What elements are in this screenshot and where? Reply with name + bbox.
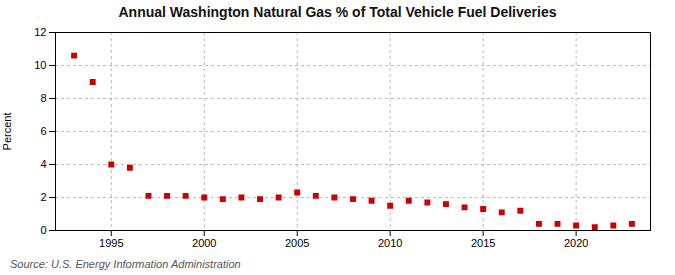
svg-text:10: 10 bbox=[34, 59, 46, 71]
svg-text:6: 6 bbox=[40, 125, 46, 137]
svg-text:8: 8 bbox=[40, 92, 46, 104]
html-text:Annual Washington Natural Gas: Annual Washington Natural Gas % of Total… bbox=[118, 4, 557, 20]
svg-text:4: 4 bbox=[40, 158, 46, 170]
svg-text:2000: 2000 bbox=[192, 237, 216, 249]
svg-text:2015: 2015 bbox=[471, 237, 495, 249]
svg-text:2020: 2020 bbox=[564, 237, 588, 249]
svg-text:1995: 1995 bbox=[99, 237, 123, 249]
html-text:Source: U.S. Energy Informatio: Source: U.S. Energy Information Administ… bbox=[10, 258, 241, 270]
svg-text:2010: 2010 bbox=[378, 237, 402, 249]
svg-text:2005: 2005 bbox=[285, 237, 309, 249]
svg-text:12: 12 bbox=[34, 26, 46, 38]
svg-text:Percent: Percent bbox=[1, 113, 13, 151]
svg-text:0: 0 bbox=[40, 224, 46, 236]
svg-text:2: 2 bbox=[40, 191, 46, 203]
